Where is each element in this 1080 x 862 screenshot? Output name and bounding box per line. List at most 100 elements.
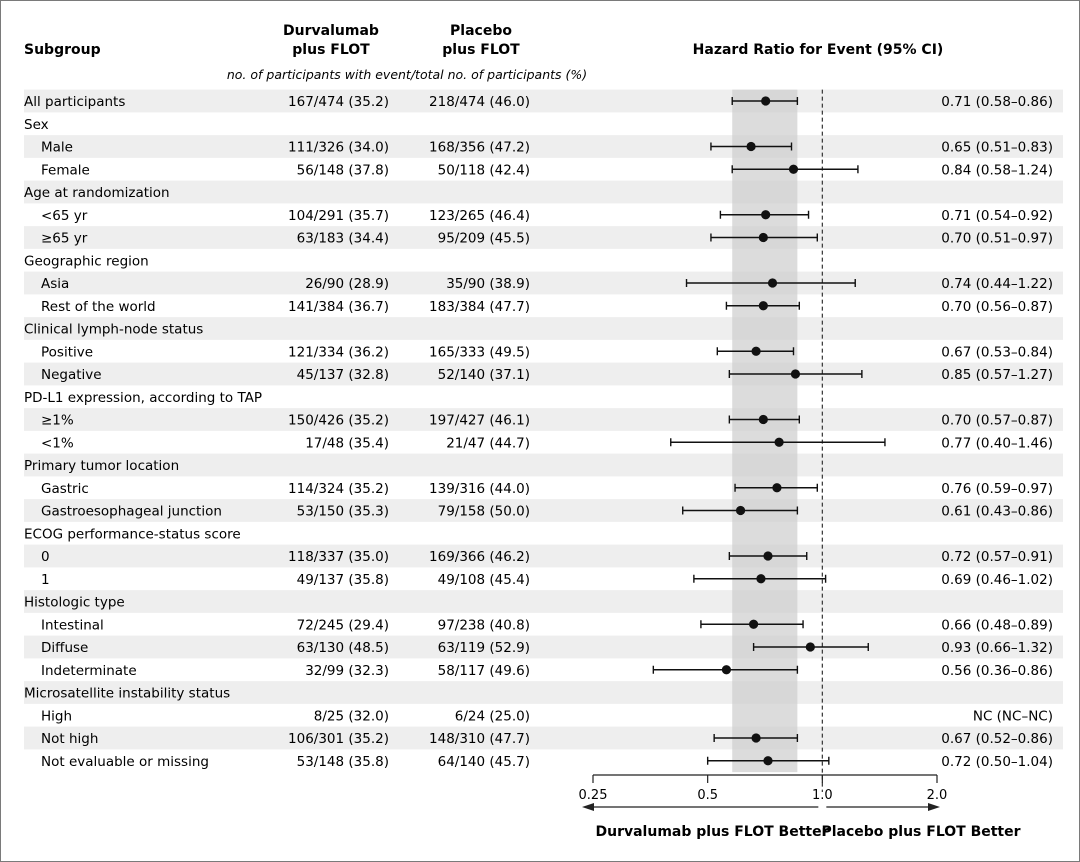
row-shading — [24, 362, 1063, 386]
placebo-events: 95/209 (45.5) — [438, 231, 530, 247]
subgroup-label: Positive — [41, 344, 93, 360]
hazard-ratio-value: 0.93 (0.66–1.32) — [941, 640, 1053, 656]
durvalumab-events: 8/25 (32.0) — [314, 708, 389, 724]
placebo-events: 123/265 (46.4) — [429, 208, 530, 224]
subgroup-label: ≥1% — [41, 413, 74, 429]
subgroup-label: 0 — [41, 549, 50, 565]
overall-ci-band — [732, 89, 798, 773]
placebo-events: 50/118 (42.4) — [438, 162, 530, 178]
hazard-ratio-value: 0.72 (0.57–0.91) — [941, 549, 1053, 565]
participants-subheader: no. of participants with event/total no.… — [227, 67, 587, 82]
row-shading — [24, 135, 1063, 158]
durvalumab-events: 121/334 (36.2) — [288, 344, 389, 360]
subgroup-category-label: Age at randomization — [24, 185, 170, 201]
subgroup-label: Female — [41, 162, 90, 178]
subgroup-label: Gastric — [41, 481, 89, 497]
hazard-ratio-value: 0.71 (0.54–0.92) — [941, 208, 1053, 224]
hazard-ratio-value: 0.66 (0.48–0.89) — [941, 617, 1053, 633]
point-estimate — [735, 505, 746, 516]
x-tick-label: 1.0 — [812, 788, 833, 803]
placebo-events: 21/47 (44.7) — [446, 435, 530, 451]
placebo-events: 169/366 (46.2) — [429, 549, 530, 565]
subgroup-label: All participants — [24, 94, 125, 110]
placebo-events: 52/140 (37.1) — [438, 367, 530, 383]
durvalumab-events: 118/337 (35.0) — [288, 549, 389, 565]
row-shading — [24, 635, 1063, 659]
hazard-ratio-value: 0.77 (0.40–1.46) — [941, 435, 1053, 451]
row-shading — [24, 453, 1063, 477]
hazard-ratio-value: 0.70 (0.57–0.87) — [941, 413, 1053, 429]
point-estimate — [746, 141, 756, 152]
subgroup-label: Gastroesophageal junction — [41, 504, 222, 520]
hazard-ratio-value: 0.65 (0.51–0.83) — [941, 140, 1053, 156]
durvalumab-events: 114/324 (35.2) — [288, 481, 389, 497]
subgroup-label: Negative — [41, 367, 102, 383]
placebo-events: 63/119 (52.9) — [438, 640, 530, 656]
subgroup-label: <1% — [41, 435, 74, 451]
point-estimate — [751, 733, 761, 743]
point-estimate — [761, 210, 771, 220]
point-estimate — [767, 278, 778, 288]
point-estimate — [748, 619, 759, 629]
row-shading — [24, 590, 1063, 613]
subgroup-category-label: Primary tumor location — [24, 458, 179, 474]
subgroup-label: Intestinal — [41, 617, 104, 633]
hazard-ratio-value: 0.70 (0.56–0.87) — [941, 299, 1053, 315]
subgroup-label: Indeterminate — [41, 663, 137, 679]
point-estimate — [763, 551, 773, 561]
hazard-ratio-value: 0.74 (0.44–1.22) — [941, 276, 1053, 292]
hazard-ratio-value: 0.67 (0.52–0.86) — [941, 731, 1053, 747]
hazard-ratio-value: 0.71 (0.58–0.86) — [941, 94, 1053, 110]
subgroup-category-label: Microsatellite instability status — [24, 686, 230, 702]
x-tick-label: 0.25 — [579, 788, 608, 803]
row-shading — [24, 499, 1063, 522]
point-estimate — [772, 483, 782, 493]
durvalumab-events: 63/183 (34.4) — [297, 231, 389, 247]
durvalumab-events: 56/148 (37.8) — [297, 162, 389, 178]
hazard-ratio-value: 0.76 (0.59–0.97) — [941, 481, 1053, 497]
placebo-header-line2: plus FLOT — [442, 42, 520, 58]
row-shading — [24, 180, 1063, 204]
subgroup-label: Male — [41, 140, 73, 156]
point-estimate — [758, 414, 768, 425]
point-estimate — [774, 437, 784, 447]
point-estimate — [790, 369, 801, 379]
point-estimate — [788, 164, 799, 174]
hazard-ratio-value: 0.67 (0.53–0.84) — [941, 344, 1053, 360]
placebo-events: 35/90 (38.9) — [446, 276, 530, 292]
placebo-events: 183/384 (47.7) — [429, 299, 530, 315]
point-estimate — [758, 232, 768, 243]
point-estimate — [763, 756, 773, 766]
durvalumab-events: 26/90 (28.9) — [305, 276, 389, 292]
durvalumab-events: 104/291 (35.7) — [288, 208, 389, 224]
subgroup-label: <65 yr — [41, 208, 88, 224]
row-shading — [24, 408, 1063, 431]
durvalumab-events: 32/99 (32.3) — [305, 663, 389, 679]
x-tick-label: 0.5 — [697, 788, 718, 803]
hazard-ratio-value: 0.69 (0.46–1.02) — [941, 572, 1053, 588]
durvalumab-events: 17/48 (35.4) — [305, 435, 389, 451]
hazard-ratio-value: 0.56 (0.36–0.86) — [941, 663, 1053, 679]
durvalumab-events: 106/301 (35.2) — [288, 731, 389, 747]
durvalumab-events: 141/384 (36.7) — [288, 299, 389, 315]
durvalumab-events: 45/137 (32.8) — [297, 367, 389, 383]
subgroup-category-label: Clinical lymph-node status — [24, 322, 203, 338]
durvalumab-events: 63/130 (48.5) — [297, 640, 389, 656]
point-estimate — [756, 574, 766, 584]
point-estimate — [805, 642, 815, 652]
placebo-events: 148/310 (47.7) — [429, 731, 530, 747]
placebo-events: 79/158 (50.0) — [438, 504, 530, 520]
subgroup-label: 1 — [41, 572, 50, 588]
hazard-ratio-header: Hazard Ratio for Event (95% CI) — [693, 42, 944, 58]
durvalumab-events: 53/150 (35.3) — [297, 504, 389, 520]
row-shading — [24, 544, 1063, 568]
subgroup-category-label: Histologic type — [24, 595, 125, 611]
subgroup-label: Not evaluable or missing — [41, 754, 209, 770]
hazard-ratio-value: 0.85 (0.57–1.27) — [941, 367, 1053, 383]
placebo-header-line1: Placebo — [450, 23, 512, 39]
hazard-ratio-value: 0.70 (0.51–0.97) — [941, 231, 1053, 247]
subgroup-label: Rest of the world — [41, 299, 156, 315]
subgroup-label: Diffuse — [41, 640, 88, 656]
left-direction-label: Durvalumab plus FLOT Better — [595, 824, 828, 840]
